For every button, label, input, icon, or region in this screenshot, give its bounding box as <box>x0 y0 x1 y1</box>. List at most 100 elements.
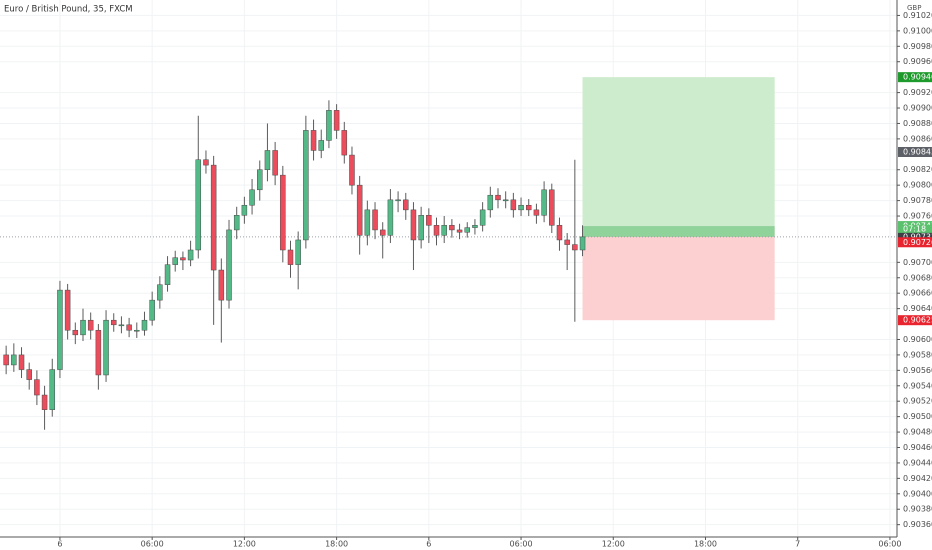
candle-body <box>187 249 194 261</box>
candle-body <box>210 164 217 271</box>
x-tick-label: 12:00 <box>233 540 256 549</box>
candle-body <box>249 189 255 206</box>
price-label-box <box>898 72 932 83</box>
candle-body <box>3 354 9 366</box>
candle-body <box>495 194 501 201</box>
candle-body <box>372 209 378 231</box>
candle-body <box>456 229 463 233</box>
candle-body <box>510 199 517 211</box>
price-label-box <box>898 231 932 242</box>
candle-body <box>387 199 394 236</box>
candle-body <box>533 209 540 216</box>
candle-body <box>203 159 209 166</box>
candle-body <box>18 354 25 370</box>
x-tick-label: 6 <box>57 540 62 549</box>
candle-body <box>549 189 555 226</box>
candle-body <box>349 154 355 186</box>
candle-body <box>303 130 309 241</box>
candle-body <box>233 215 240 231</box>
candle-body <box>126 324 132 331</box>
profit-zone <box>582 77 775 227</box>
candle-body <box>49 369 56 410</box>
candle-body <box>572 244 578 251</box>
candle-body <box>364 209 371 236</box>
price-label-box <box>898 237 932 248</box>
candle-body <box>57 289 63 370</box>
x-tick-label: 18:00 <box>694 540 717 549</box>
candle-body <box>118 324 125 327</box>
x-tick-label: 06:00 <box>878 540 901 549</box>
candle-body <box>218 269 225 301</box>
x-tick-label: 18:00 <box>325 540 348 549</box>
candle-body <box>333 110 340 131</box>
candle-body <box>72 329 79 336</box>
candle-body <box>134 329 140 332</box>
candle-body <box>433 225 440 236</box>
candle-body <box>164 264 171 285</box>
candle-body <box>149 299 155 321</box>
candle-body <box>103 319 109 376</box>
candle-body <box>195 159 202 251</box>
currency-label: GBP <box>907 4 921 12</box>
candle-body <box>426 215 432 226</box>
candle-body <box>141 319 148 331</box>
candle-body <box>356 184 363 236</box>
candle-body <box>403 199 409 211</box>
countdown-box <box>898 224 932 233</box>
price-label-box <box>898 146 932 157</box>
candle-body <box>80 319 86 336</box>
x-tick-label: 06:00 <box>141 540 164 549</box>
candle-body <box>318 140 324 151</box>
candle-body <box>326 110 332 141</box>
price-label: 0.90625 <box>903 316 932 325</box>
candle-body <box>287 249 294 265</box>
candle-body <box>341 130 348 156</box>
candle-body <box>310 130 317 151</box>
candle-body <box>579 236 586 251</box>
candle-body <box>280 174 286 251</box>
price-label: 0.90726 <box>903 238 932 247</box>
candle-body <box>464 227 470 233</box>
candle-body <box>395 199 401 202</box>
candle-body <box>41 394 48 410</box>
candle-body <box>172 257 178 265</box>
price-label: 0.90733 <box>903 232 932 241</box>
x-tick-label: 12:00 <box>602 540 625 549</box>
candle-body <box>264 150 271 170</box>
price-label-box <box>898 315 932 326</box>
candle-body <box>157 284 163 301</box>
candle-body <box>479 209 486 226</box>
y-tick-label: 0.91020 <box>903 11 932 20</box>
candle-body <box>502 199 509 202</box>
candle-body <box>180 257 186 261</box>
loss-zone <box>582 226 775 321</box>
x-tick-label: 7 <box>795 540 800 549</box>
candle-body <box>472 225 478 228</box>
